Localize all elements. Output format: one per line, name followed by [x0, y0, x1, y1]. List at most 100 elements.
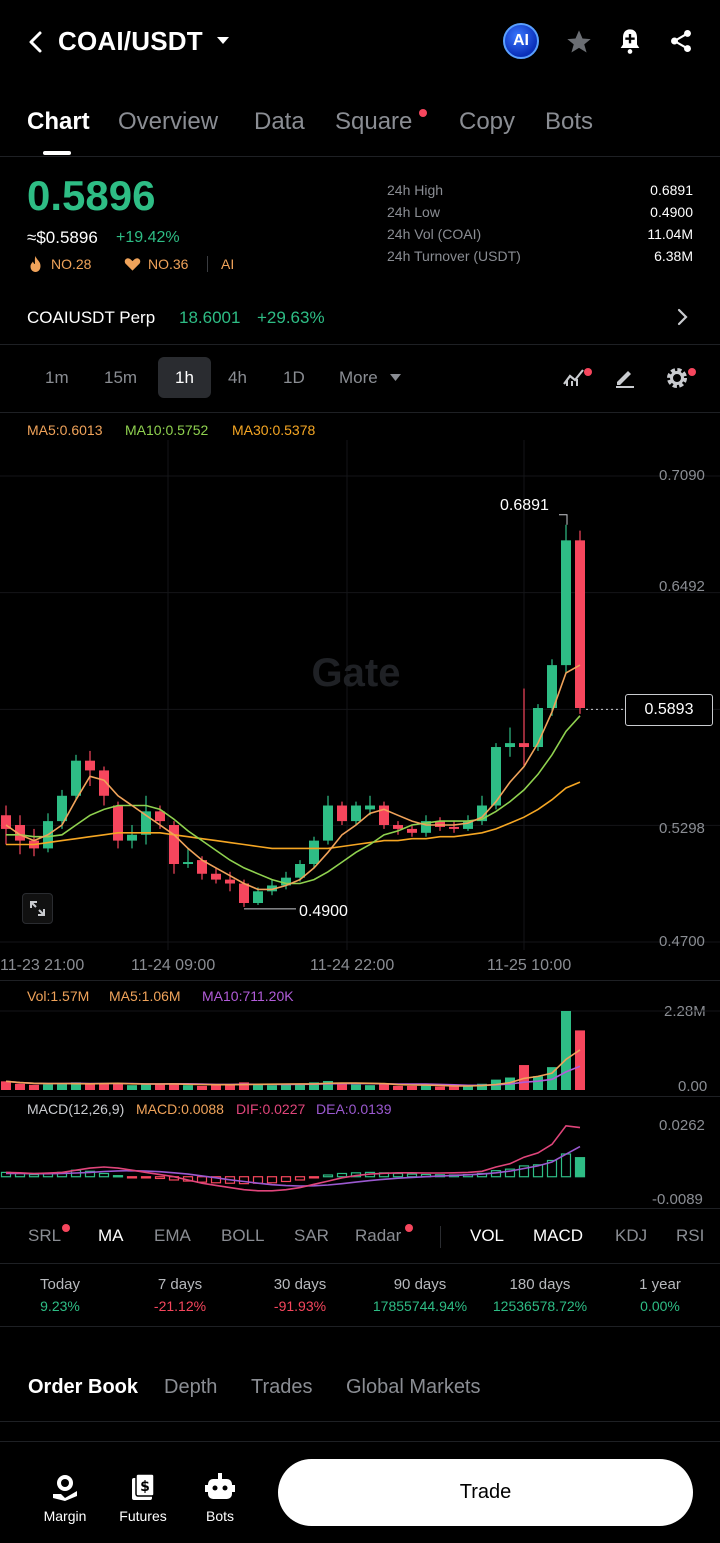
timeframe-1h[interactable]: 1h [175, 368, 194, 387]
high-price-marker: 0.6891 [500, 497, 549, 514]
favorite-star-icon[interactable] [565, 28, 593, 56]
tab-depth[interactable]: Depth [164, 1376, 218, 1398]
rank-badge-1[interactable]: NO.28 [51, 256, 92, 272]
indicator-rsi[interactable]: RSI [676, 1226, 705, 1245]
macd-bar [406, 1173, 418, 1178]
indicator-vol[interactable]: VOL [470, 1226, 505, 1245]
candle-body [421, 821, 431, 833]
perf-value-today: 9.23% [40, 1298, 80, 1314]
candle-body [239, 883, 249, 904]
indicator-srl[interactable]: SRL [28, 1226, 62, 1245]
pair-title[interactable]: COAI/USDT [58, 26, 203, 56]
candle-body [477, 805, 487, 822]
macd-chart [0, 1124, 586, 1192]
macd-axis-top: 0.0262 [659, 1117, 705, 1134]
pair-dropdown-icon[interactable] [216, 36, 230, 46]
price-alert-bell-icon[interactable] [616, 27, 644, 55]
nav-futures-label: Futures [119, 1508, 167, 1524]
tab-data[interactable]: Data [254, 108, 305, 135]
timeframe-1m[interactable]: 1m [45, 368, 69, 387]
fullscreen-button[interactable] [22, 893, 53, 924]
time-axis-label: 11-23 21:00 [0, 957, 85, 974]
rank-badge-2[interactable]: NO.36 [148, 256, 189, 272]
ma30-legend: MA30:0.5378 [232, 422, 316, 438]
candle-body [323, 805, 333, 841]
macd-bar [0, 1171, 12, 1178]
candle-body [575, 540, 585, 709]
share-icon[interactable] [668, 28, 694, 54]
candle-body [519, 743, 529, 748]
margin-icon [53, 1475, 77, 1501]
macd-axis-bottom: -0.0089 [652, 1191, 703, 1208]
ai-tag[interactable]: AI [221, 256, 235, 272]
indicator-radar[interactable]: Radar [355, 1226, 402, 1245]
ma10-legend: MA10:0.5752 [125, 422, 209, 438]
back-arrow-icon[interactable] [26, 30, 46, 54]
perf-label-7d: 7 days [157, 1276, 203, 1293]
nav-bots[interactable]: Bots [180, 1472, 260, 1524]
timeframe-4h[interactable]: 4h [228, 368, 247, 387]
indicator-chart-icon[interactable] [562, 366, 586, 388]
volume-bar [253, 1083, 263, 1090]
trade-button[interactable]: Trade [278, 1459, 693, 1526]
active-tab-indicator [43, 151, 71, 155]
candle-body [463, 821, 473, 829]
time-axis-label: 11-25 10:00 [487, 957, 572, 974]
volume-bar [43, 1084, 53, 1090]
vol-ma10-legend: MA10:711.20K [202, 988, 294, 1004]
candlestick-chart[interactable]: Gate [0, 440, 720, 985]
tab-trades[interactable]: Trades [251, 1376, 313, 1398]
vol-legend: Vol:1.57M [27, 988, 90, 1004]
stat-value-vol: 11.04M [647, 226, 693, 242]
volume-bar [407, 1085, 417, 1090]
tab-overview[interactable]: Overview [118, 108, 219, 135]
fire-icon [30, 256, 41, 272]
perf-value-1y: 0.00% [640, 1298, 680, 1314]
candle-body [85, 760, 95, 771]
tab-bots[interactable]: Bots [545, 108, 594, 135]
volume-chart [0, 1010, 720, 1090]
tab-chart[interactable]: Chart [27, 108, 90, 135]
indicator-boll[interactable]: BOLL [221, 1226, 265, 1245]
timeframe-more[interactable]: More [339, 368, 378, 387]
tab-global-markets[interactable]: Global Markets [346, 1376, 481, 1398]
indicator-notification-dot [584, 368, 592, 376]
candle-body [561, 540, 571, 666]
candle-body [253, 891, 263, 904]
stat-label-high: 24h High [387, 182, 444, 198]
tab-order-book[interactable]: Order Book [28, 1376, 139, 1398]
volume-bar [239, 1082, 249, 1090]
indicator-sar[interactable]: SAR [294, 1226, 329, 1245]
timeframe-1d[interactable]: 1D [283, 368, 305, 387]
ai-assistant-button[interactable]: AI [503, 23, 539, 59]
candle-body [141, 811, 151, 835]
bottom-action-bar: Margin $ Futures Bots Trade [0, 1441, 720, 1543]
indicator-ema[interactable]: EMA [154, 1226, 191, 1245]
main-tabs: Chart Overview Data Square Copy Bots [0, 100, 720, 157]
divider [0, 1326, 720, 1327]
perp-link-row[interactable]: COAIUSDT Perp 18.6001 +29.63% [0, 296, 720, 340]
timeframe-15m[interactable]: 15m [104, 368, 138, 387]
draw-pen-icon[interactable] [614, 366, 636, 388]
settings-gear-icon[interactable] [665, 366, 689, 390]
perp-change: +29.63% [257, 308, 325, 327]
stat-label-turnover: 24h Turnover (USDT) [387, 248, 521, 264]
dif-line [5, 1124, 581, 1192]
volume-bar [99, 1083, 109, 1090]
nav-margin[interactable]: Margin [25, 1472, 105, 1524]
macd-bar [126, 1176, 138, 1179]
candle-body [295, 864, 305, 878]
usd-price: ≈$0.5896 [27, 228, 98, 247]
expand-icon [30, 901, 45, 916]
price-axis-label: 0.4700 [659, 933, 705, 950]
dif-value: DIF:0.0227 [236, 1101, 306, 1117]
tab-copy[interactable]: Copy [459, 108, 516, 135]
tab-square[interactable]: Square [335, 108, 413, 135]
divider [0, 1263, 720, 1264]
indicator-macd[interactable]: MACD [533, 1226, 584, 1245]
indicator-kdj[interactable]: KDJ [615, 1226, 648, 1245]
indicator-ma[interactable]: MA [98, 1226, 124, 1245]
candle-body [197, 860, 207, 874]
candle-body [99, 770, 109, 796]
nav-futures[interactable]: $ Futures [103, 1472, 183, 1524]
